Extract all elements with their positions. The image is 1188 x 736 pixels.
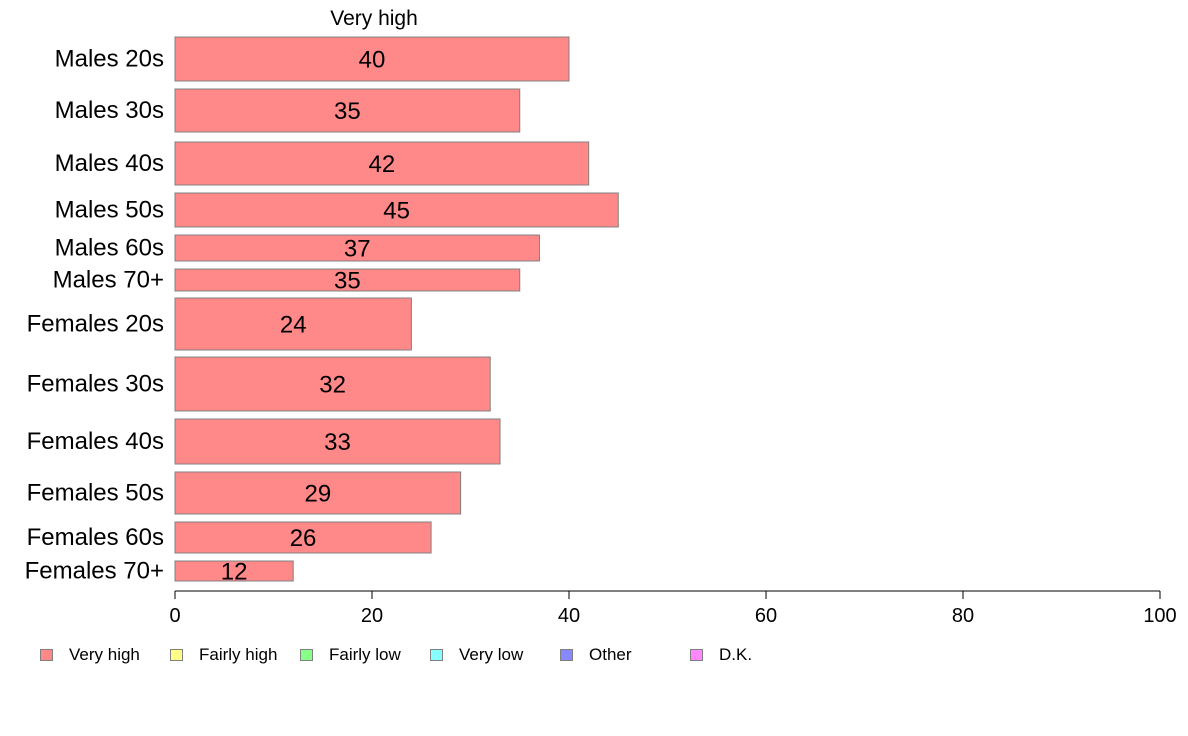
value-label-males-70-plus: 35 [334, 268, 361, 295]
value-label-males-20s: 40 [359, 47, 386, 74]
category-label-females-20s: Females 20s [27, 311, 164, 338]
legend-swatch-dk [690, 649, 703, 661]
legend-swatch-fairly-low [300, 649, 313, 661]
legend-item-very-low: Very low [430, 645, 523, 665]
value-label-females-70-plus: 12 [221, 559, 248, 586]
value-label-females-50s: 29 [304, 481, 331, 508]
category-label-males-20s: Males 20s [55, 46, 164, 73]
category-label-females-60s: Females 60s [27, 524, 164, 551]
category-label-females-70-plus: Females 70+ [25, 558, 164, 585]
category-labels-group: Males 20s Males 30s Males 40s Males 50s Male… [25, 46, 164, 585]
legend-label-very-high: Very high [69, 645, 140, 664]
bar-males-70-plus [174, 268, 521, 292]
value-label-females-60s: 26 [290, 525, 317, 552]
bar-females-70-plus [174, 560, 294, 582]
bar-males-30s [174, 88, 521, 133]
bar-males-40s [174, 141, 590, 186]
legend: Very high Fairly high Fairly low Very lo… [40, 645, 1180, 665]
category-label-males-50s: Males 50s [55, 197, 164, 224]
bar-females-30s [174, 356, 491, 412]
value-label-males-50s: 45 [383, 198, 410, 225]
legend-label-other: Other [589, 645, 632, 664]
bar-females-20s [174, 297, 412, 351]
value-label-males-40s: 42 [368, 151, 395, 178]
legend-label-fairly-low: Fairly low [329, 645, 401, 664]
bars-group [174, 36, 619, 582]
x-axis-ticks-group: 0 20 40 60 80 100 [169, 591, 1177, 627]
legend-label-very-low: Very low [459, 645, 524, 664]
legend-swatch-very-low [430, 649, 443, 661]
legend-label-dk: D.K. [719, 645, 753, 664]
value-label-females-40s: 33 [324, 429, 351, 456]
legend-swatch-fairly-high [170, 649, 183, 661]
legend-item-fairly-low: Fairly low [300, 645, 401, 665]
legend-item-other: Other [560, 645, 632, 665]
legend-swatch-very-high [40, 649, 53, 661]
bar-females-60s [174, 521, 432, 554]
x-tick-label-20: 20 [361, 605, 383, 627]
category-label-males-60s: Males 60s [55, 235, 164, 262]
category-label-females-40s: Females 40s [27, 428, 164, 455]
category-label-males-30s: Males 30s [55, 97, 164, 124]
category-label-females-50s: Females 50s [27, 480, 164, 507]
value-labels-group: 40 35 42 45 37 35 24 32 33 29 26 12 [221, 47, 410, 586]
legend-swatch-other [560, 649, 573, 661]
x-tick-label-100: 100 [1143, 605, 1176, 627]
legend-item-dk: D.K. [690, 645, 752, 665]
legend-item-very-high: Very high [40, 645, 140, 665]
value-label-females-30s: 32 [319, 372, 346, 399]
category-label-males-70-plus: Males 70+ [53, 267, 164, 294]
legend-item-fairly-high: Fairly high [170, 645, 277, 665]
bar-females-40s [174, 418, 501, 465]
category-label-females-30s: Females 30s [27, 371, 164, 398]
category-label-males-40s: Males 40s [55, 150, 164, 177]
value-label-males-60s: 37 [344, 236, 371, 263]
value-label-females-20s: 24 [280, 312, 307, 339]
x-tick-label-80: 80 [952, 605, 974, 627]
bar-males-20s [174, 36, 570, 82]
bar-males-50s [174, 192, 619, 228]
legend-label-fairly-high: Fairly high [199, 645, 278, 664]
x-tick-label-40: 40 [558, 605, 580, 627]
bar-females-50s [174, 471, 462, 515]
bar-males-60s [174, 234, 540, 262]
x-tick-label-0: 0 [169, 605, 180, 627]
value-label-males-30s: 35 [334, 98, 361, 125]
x-tick-label-60: 60 [755, 605, 777, 627]
chart-title: Very high [330, 7, 418, 30]
